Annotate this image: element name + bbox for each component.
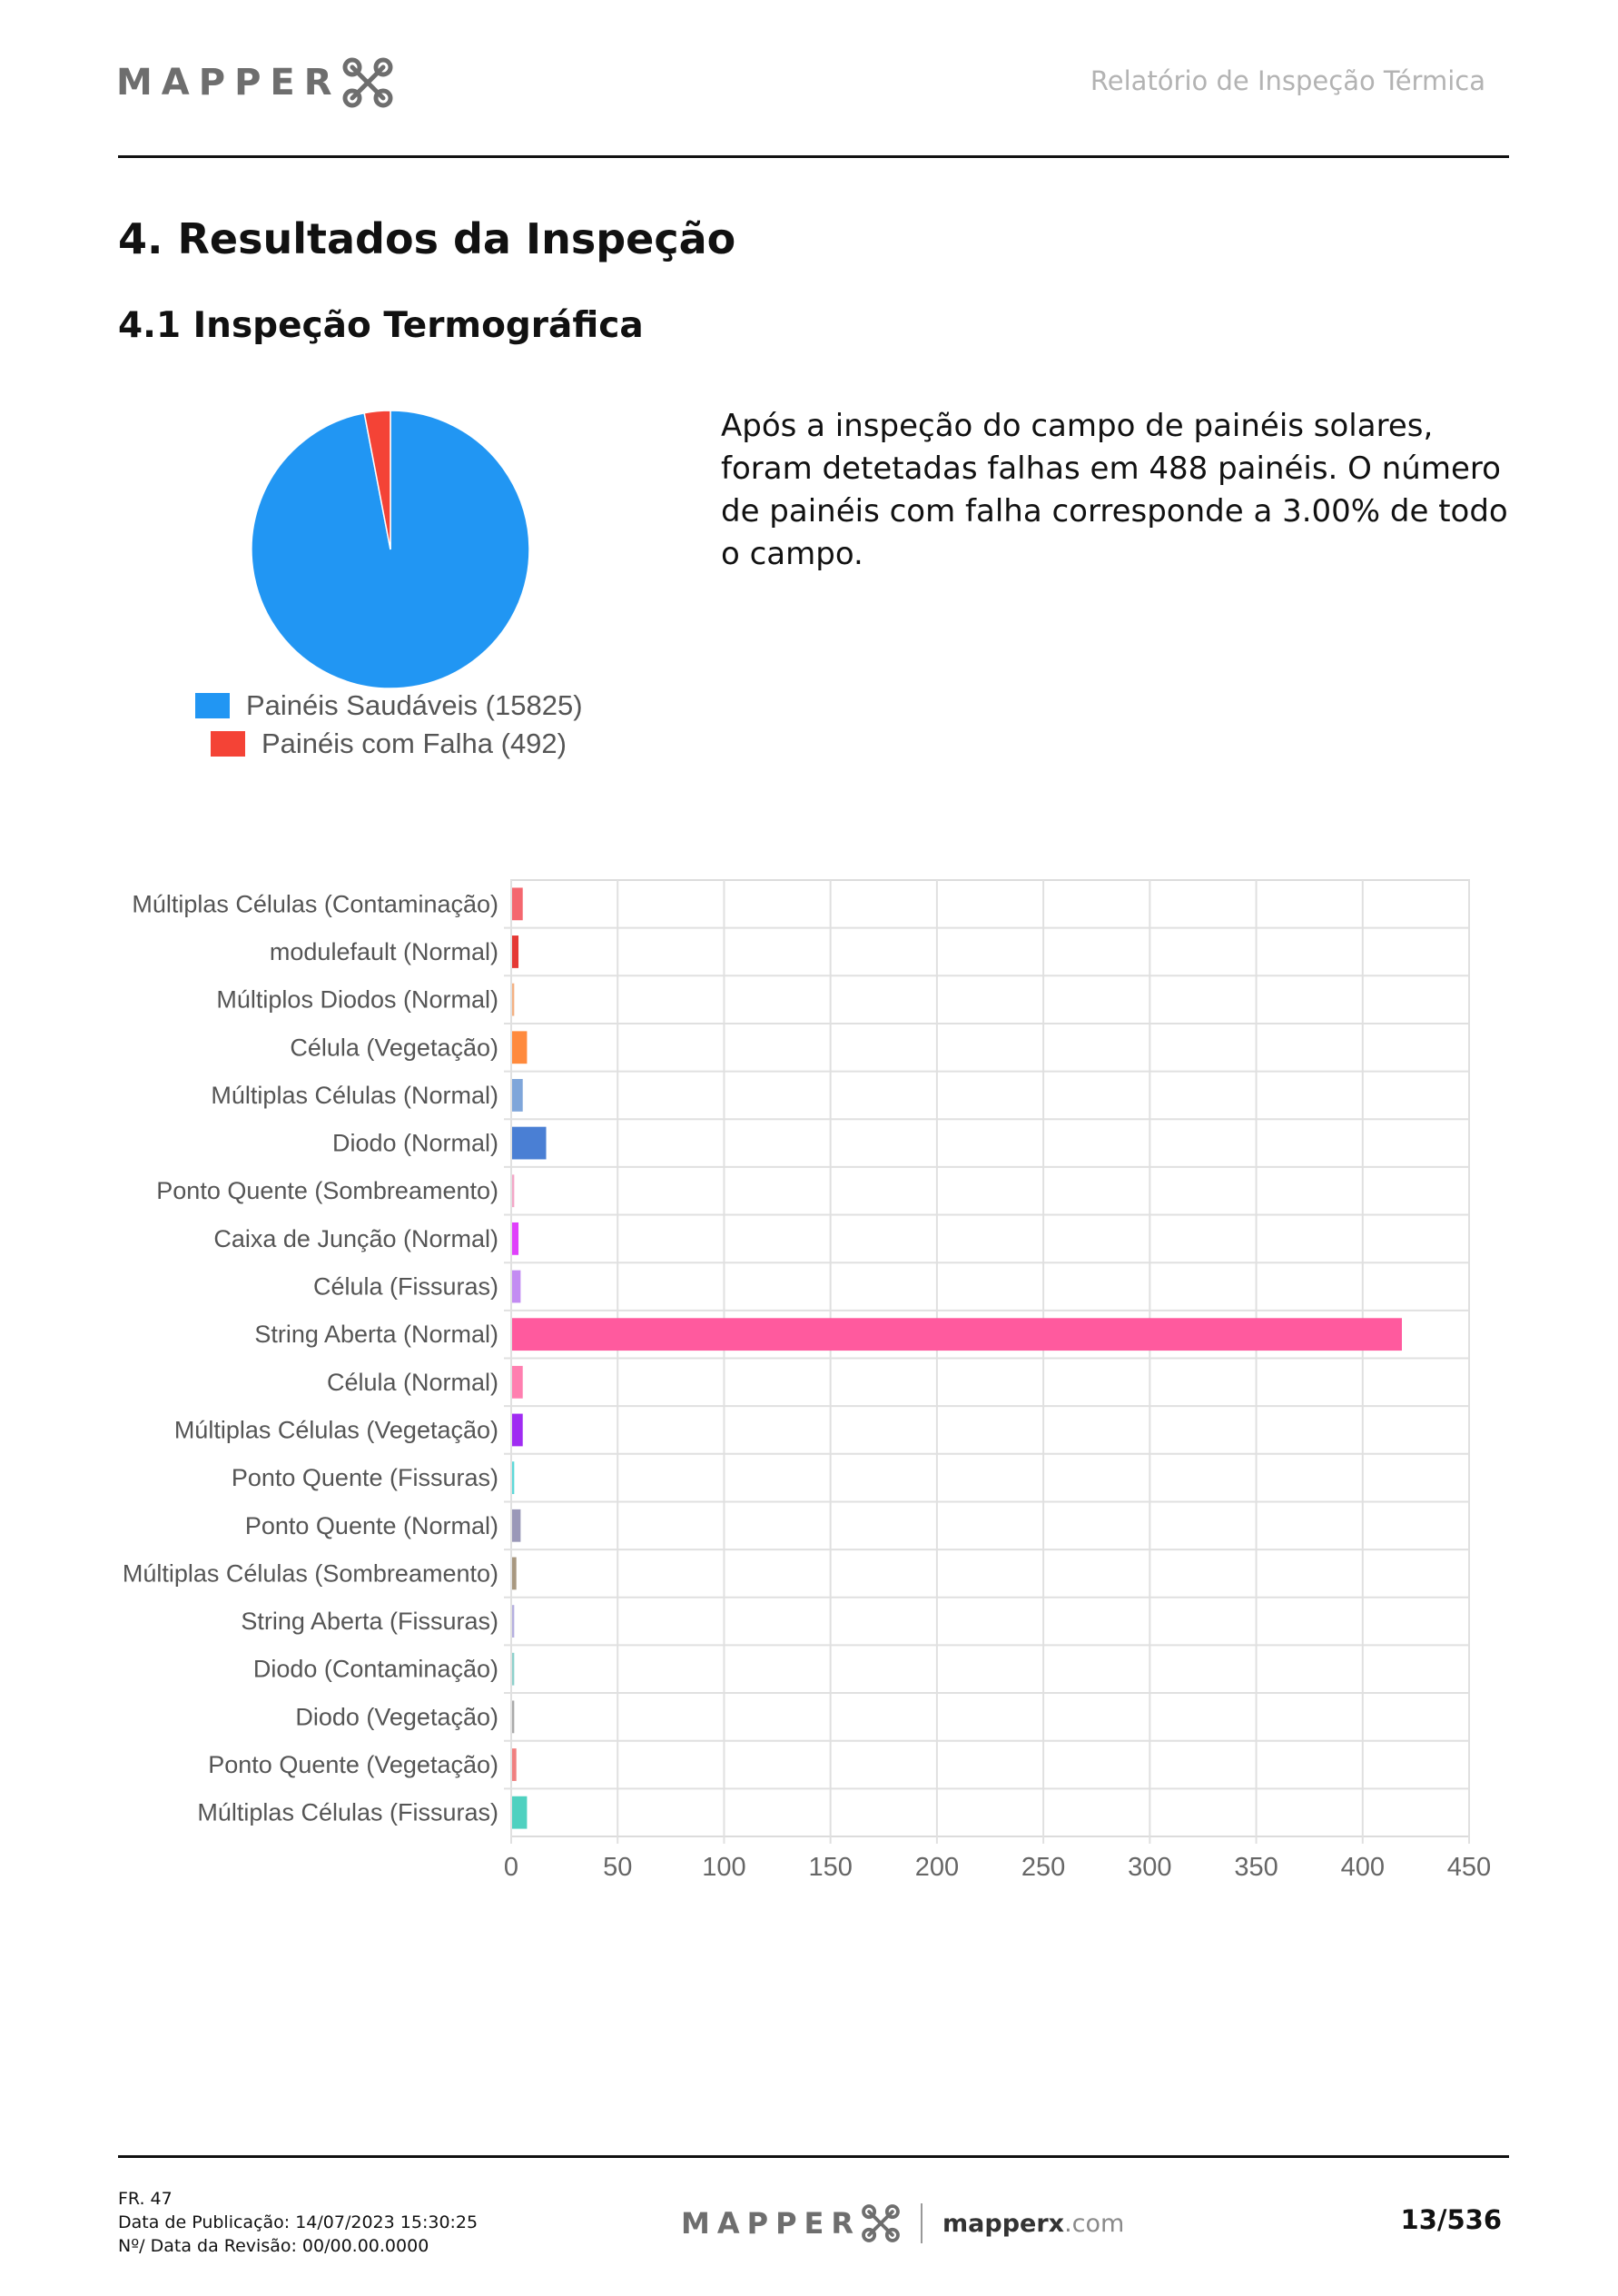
- bar: [512, 1413, 523, 1447]
- pie-legend: Painéis Saudáveis (15825) Painéis com Fa…: [195, 687, 583, 763]
- mapperx-logo: MAPPER: [116, 54, 394, 111]
- footer-logo-wordmark: MAPPER: [681, 2206, 862, 2241]
- legend-swatch-healthy: [195, 693, 230, 718]
- bar: [512, 1270, 521, 1303]
- x-tick-label: 50: [603, 1853, 632, 1882]
- x-tick-label: 0: [504, 1853, 518, 1882]
- fault-type-bar-chart: 0 50 100 150 200 250 300 350 400 450 Múltiplas Cél…: [123, 879, 1491, 1882]
- footer-divider: [118, 2155, 1509, 2158]
- category-label: Célula (Normal): [327, 1369, 498, 1396]
- legend-label-faulty: Painéis com Falha (492): [261, 727, 567, 759]
- bar: [512, 1365, 523, 1399]
- bar: [512, 1700, 515, 1734]
- x-tick-label: 100: [702, 1853, 745, 1882]
- bar: [512, 1557, 517, 1590]
- inspection-summary-text: Após a inspeção do campo de painéis sola…: [721, 408, 1508, 572]
- category-label: Múltiplos Diodos (Normal): [216, 986, 498, 1014]
- pie-slice-faulty: [363, 410, 391, 550]
- bar: [512, 1796, 528, 1829]
- category-label: Múltiplas Células (Normal): [211, 1082, 498, 1109]
- publication-date: Data de Publicação: 14/07/2023 15:30:25: [118, 2212, 478, 2232]
- category-label: String Aberta (Fissuras): [241, 1608, 498, 1635]
- bar: [512, 1318, 1402, 1351]
- category-label: Múltiplas Células (Sombreamento): [123, 1559, 498, 1587]
- header-divider: [118, 155, 1509, 158]
- category-label: Ponto Quente (Sombreamento): [156, 1177, 498, 1204]
- bar: [512, 1079, 523, 1112]
- bar: [512, 983, 515, 1016]
- bar: [512, 1605, 515, 1638]
- category-label: Diodo (Vegetação): [295, 1703, 498, 1730]
- report-title: Relatório de Inspeção Térmica: [1090, 65, 1485, 96]
- footer-drone-x-icon: [862, 2204, 900, 2242]
- category-label: Diodo (Contaminação): [253, 1656, 498, 1683]
- footer-brand: MAPPER mapperx.com: [681, 2202, 1124, 2245]
- bar: [512, 1126, 547, 1160]
- bar: [512, 1748, 517, 1781]
- x-tick-label: 250: [1021, 1853, 1065, 1882]
- x-tick-label: 450: [1447, 1853, 1491, 1882]
- x-tick-label: 300: [1128, 1853, 1171, 1882]
- drone-x-icon: [342, 57, 393, 108]
- bar: [512, 1652, 515, 1686]
- bar: [512, 935, 519, 968]
- category-label: Célula (Fissuras): [313, 1273, 498, 1301]
- website-link[interactable]: mapperx.com: [942, 2210, 1124, 2238]
- website-name: mapperx: [942, 2209, 1065, 2238]
- x-tick-label: 200: [915, 1853, 959, 1882]
- category-label: Diodo (Normal): [332, 1130, 498, 1157]
- website-tld: .com: [1064, 2209, 1125, 2238]
- category-label: Ponto Quente (Fissuras): [232, 1464, 498, 1491]
- bar: [512, 1509, 521, 1542]
- category-label: Múltiplas Células (Fissuras): [197, 1799, 498, 1826]
- category-label: String Aberta (Normal): [254, 1321, 498, 1348]
- logo-wordmark: MAPPER: [116, 62, 341, 104]
- document-info: FR. 47 Data de Publicação: 14/07/2023 15…: [118, 2187, 478, 2258]
- legend-item-faulty: Painéis com Falha (492): [211, 725, 583, 763]
- bar: [512, 1031, 528, 1064]
- category-label: Múltiplas Células (Vegetação): [174, 1416, 498, 1443]
- legend-swatch-faulty: [211, 731, 245, 757]
- category-label: Ponto Quente (Normal): [245, 1512, 498, 1539]
- x-tick-label: 150: [808, 1853, 852, 1882]
- panel-health-pie-chart: [251, 410, 530, 689]
- legend-label-healthy: Painéis Saudáveis (15825): [246, 689, 583, 721]
- legend-item-healthy: Painéis Saudáveis (15825): [195, 687, 583, 725]
- footer-separator: [921, 2203, 923, 2243]
- category-label: Ponto Quente (Vegetação): [208, 1751, 498, 1778]
- category-label: Caixa de Junção (Normal): [213, 1225, 498, 1252]
- bar: [512, 1461, 515, 1495]
- form-number: FR. 47: [118, 2189, 173, 2209]
- section-title: 4. Resultados da Inspeção: [118, 214, 736, 263]
- bar: [512, 1222, 519, 1255]
- x-tick-label: 400: [1341, 1853, 1385, 1882]
- subsection-title: 4.1 Inspeção Termográfica: [118, 305, 644, 346]
- category-label: Célula (Vegetação): [290, 1034, 498, 1061]
- page-number: 13/536: [1400, 2204, 1502, 2235]
- revision-info: Nº/ Data da Revisão: 00/00.00.0000: [118, 2236, 429, 2256]
- bar: [512, 887, 523, 921]
- x-tick-label: 350: [1234, 1853, 1278, 1882]
- category-label: Múltiplas Células (Contaminação): [132, 890, 498, 917]
- bar: [512, 1174, 515, 1208]
- category-label: modulefault (Normal): [270, 938, 498, 965]
